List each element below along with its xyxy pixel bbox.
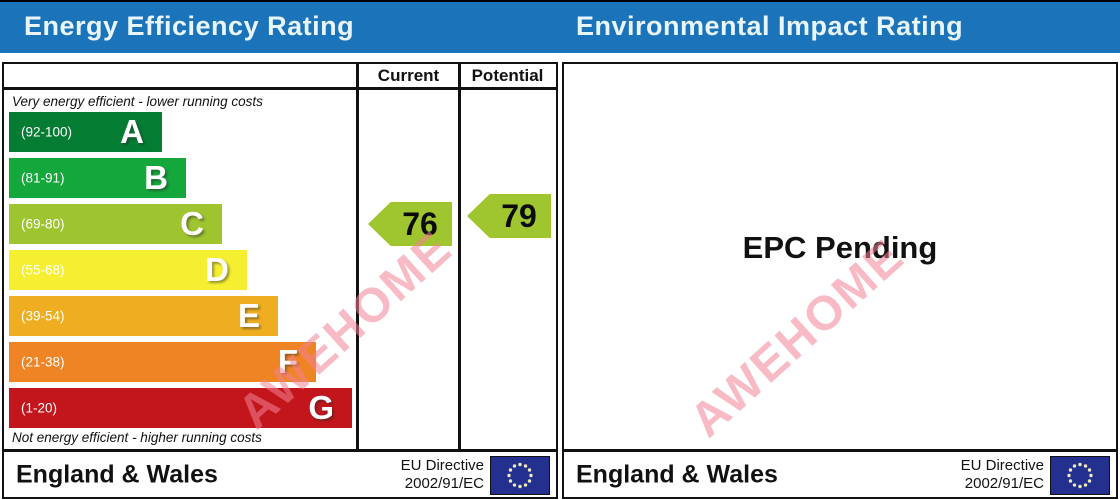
eu-directive-label: EU Directive 2002/91/EC [961, 457, 1044, 493]
epc-pending-message: EPC Pending [742, 230, 938, 265]
eu-flag-icon [490, 456, 550, 495]
epc-band-a: (92-100) A [9, 112, 162, 152]
band-range-label: (69-80) [21, 216, 65, 232]
band-letter: A [120, 113, 144, 150]
band-letter: G [308, 389, 334, 426]
eu-directive-line1: EU Directive [960, 456, 1044, 474]
environmental-rating-panel: EPC Pending England & Wales EU Directive… [562, 62, 1118, 499]
energy-rating-title: Energy Efficiency Rating [24, 11, 355, 41]
epc-band-c: (69-80) C [9, 204, 222, 244]
inefficient-note: Not energy efficient - higher running co… [12, 430, 262, 445]
eu-flag-icon [1050, 456, 1110, 495]
epc-band-e: (39-54) E [9, 296, 278, 336]
epc-band-d: (55-68) D [9, 250, 247, 290]
epc-band-b: (81-91) B [9, 158, 186, 198]
eu-directive-label: EU Directive 2002/91/EC [401, 457, 484, 493]
band-range-label: (55-68) [21, 262, 65, 278]
band-letter: B [144, 159, 168, 196]
band-range-label: (81-91) [21, 170, 65, 186]
potential-column-header: Potential [471, 66, 544, 85]
band-range-label: (39-54) [21, 308, 65, 324]
epc-band-g: (1-20) G [9, 388, 352, 428]
band-range-label: (92-100) [21, 124, 73, 140]
current-column-divider [356, 64, 359, 450]
band-letter: F [277, 343, 298, 380]
current-column-header: Current [377, 66, 440, 85]
eu-directive-line2: 2002/91/EC [964, 474, 1044, 492]
header-bar: Energy Efficiency Rating Environmental I… [0, 2, 1120, 53]
footer-left: England & Wales EU Directive 2002/91/EC [4, 449, 556, 497]
environmental-rating-title: Environmental Impact Rating [576, 11, 964, 41]
energy-rating-panel: Current Potential Very energy efficient … [2, 62, 558, 499]
eu-directive-line2: 2002/91/EC [404, 474, 484, 492]
potential-column-divider [458, 64, 461, 450]
current-rating-value: 76 [402, 205, 438, 242]
band-letter: D [205, 251, 229, 288]
band-letter: E [237, 297, 260, 334]
region-label: England & Wales [576, 460, 778, 488]
footer-right: England & Wales EU Directive 2002/91/EC [564, 449, 1116, 497]
potential-rating-value: 79 [501, 197, 537, 234]
band-range-label: (21-38) [21, 354, 65, 370]
region-label: England & Wales [16, 460, 218, 488]
epc-band-f: (21-38) F [9, 342, 316, 382]
header-row-divider [4, 87, 556, 90]
band-range-label: (1-20) [21, 400, 58, 416]
band-letter: C [180, 205, 204, 242]
efficient-note: Very energy efficient - lower running co… [12, 94, 263, 109]
eu-directive-line1: EU Directive [400, 456, 484, 474]
